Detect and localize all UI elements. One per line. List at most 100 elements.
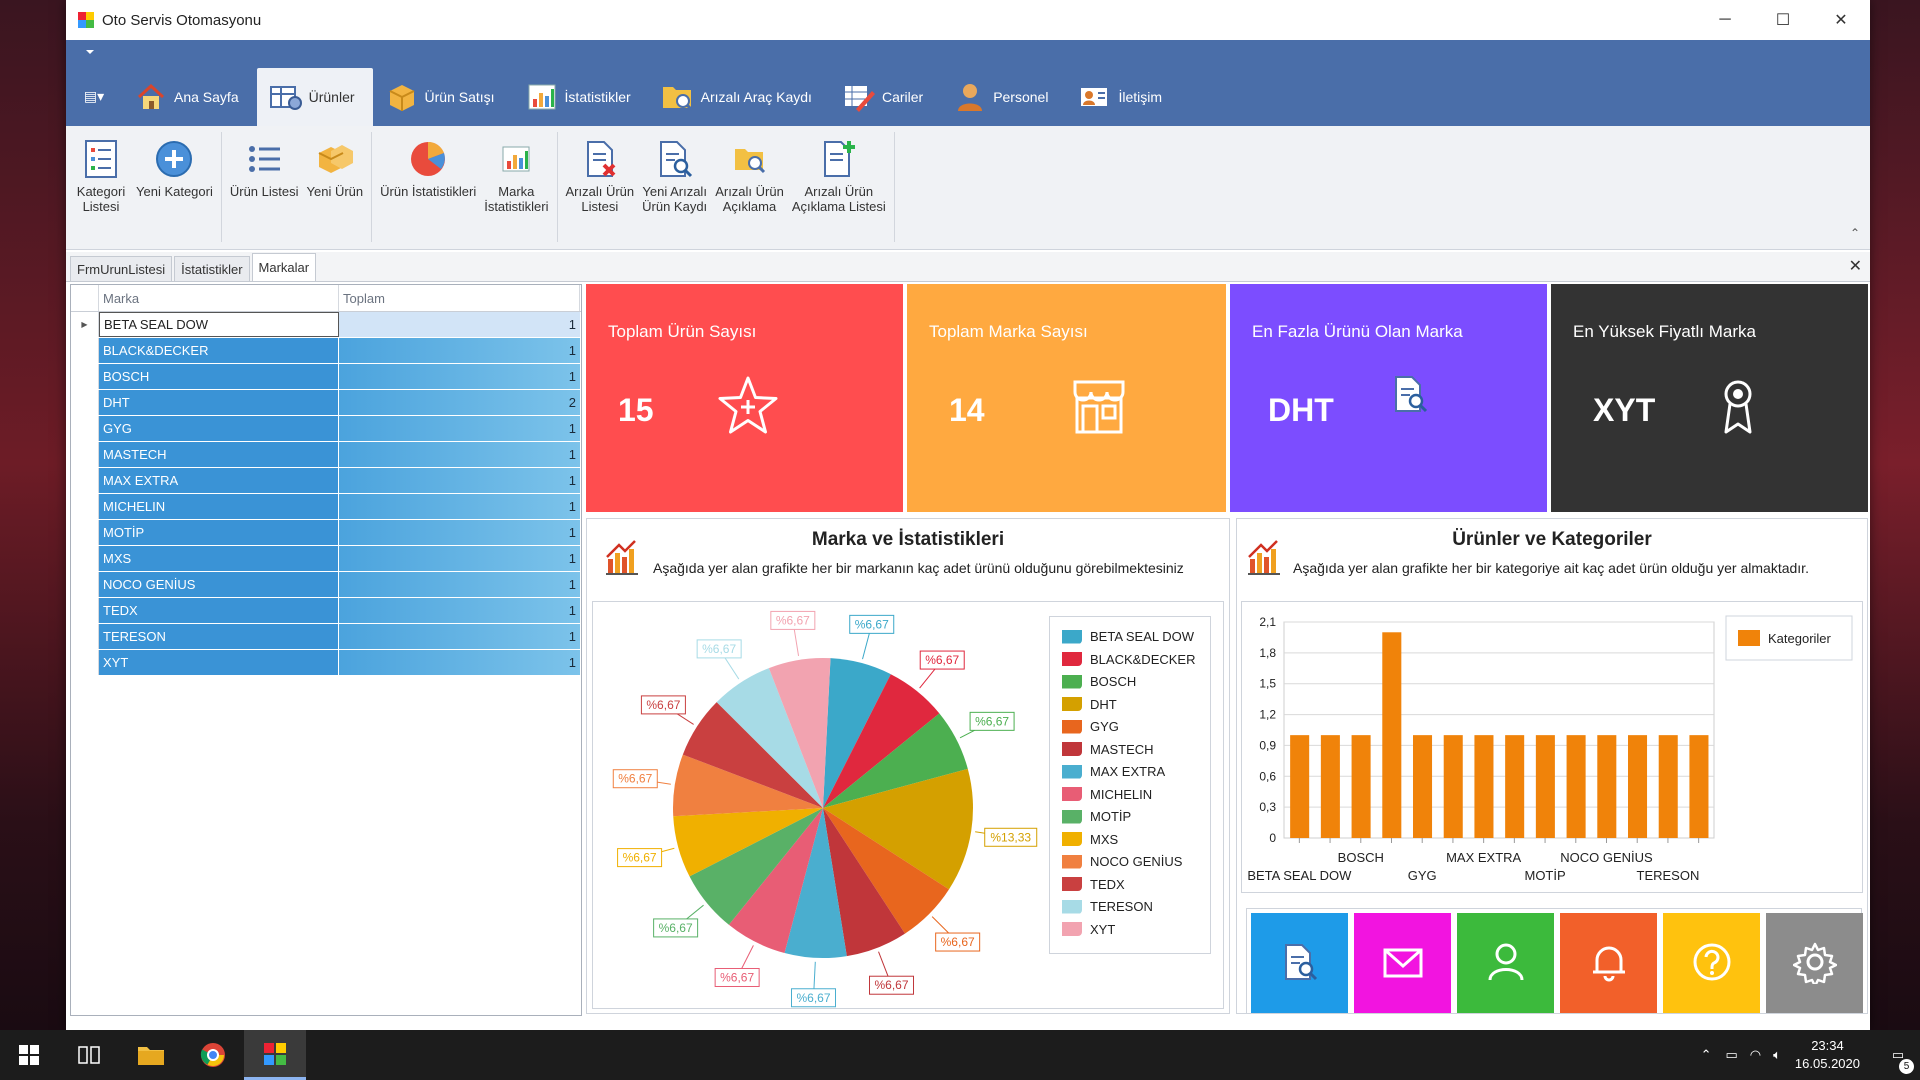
ribbon-button[interactable]: Yeni Ürün bbox=[303, 138, 368, 242]
bar[interactable] bbox=[1505, 735, 1525, 838]
ribbon-button[interactable]: Arızalı Ürün Açıklama bbox=[711, 138, 788, 242]
document-tab[interactable]: FrmUrunListesi bbox=[70, 256, 173, 281]
cell-marka[interactable]: MXS bbox=[99, 546, 339, 571]
close-document-icon[interactable]: ✕ bbox=[1848, 258, 1862, 275]
bar[interactable] bbox=[1413, 735, 1433, 838]
cell-toplam[interactable]: 1 bbox=[339, 624, 580, 649]
tab-6[interactable]: Personel bbox=[941, 68, 1066, 126]
pie-slice[interactable] bbox=[728, 808, 823, 953]
bar[interactable] bbox=[1535, 735, 1555, 838]
pie-slice[interactable] bbox=[768, 658, 831, 808]
bar[interactable] bbox=[1566, 735, 1586, 838]
bar[interactable] bbox=[1320, 735, 1340, 838]
pie-slice[interactable] bbox=[689, 808, 823, 925]
battery-icon[interactable]: ▭ bbox=[1725, 1047, 1738, 1062]
pie-slice[interactable] bbox=[823, 808, 905, 957]
bar[interactable] bbox=[1658, 735, 1678, 838]
tab-7[interactable]: İletişim bbox=[1066, 68, 1180, 126]
cell-toplam[interactable]: 1 bbox=[339, 468, 580, 493]
pie-slice[interactable] bbox=[784, 808, 847, 958]
table-row[interactable]: BLACK&DECKER 1 bbox=[71, 338, 581, 364]
cell-marka[interactable]: MICHELIN bbox=[99, 494, 339, 519]
cell-marka[interactable]: MOTİP bbox=[99, 520, 339, 545]
ribbon-button[interactable]: Arızalı Ürün Açıklama Listesi bbox=[788, 138, 890, 242]
cell-toplam[interactable]: 1 bbox=[339, 364, 580, 389]
table-row[interactable]: MAX EXTRA 1 bbox=[71, 468, 581, 494]
cell-marka[interactable]: MAX EXTRA bbox=[99, 468, 339, 493]
tile-button[interactable] bbox=[1457, 913, 1554, 1013]
table-row[interactable]: NOCO GENİUS 1 bbox=[71, 572, 581, 598]
bar[interactable] bbox=[1689, 735, 1709, 838]
wifi-icon[interactable]: ◠ bbox=[1749, 1047, 1762, 1062]
table-row[interactable]: TERESON 1 bbox=[71, 624, 581, 650]
ribbon-button[interactable]: Ürün İstatistikleri bbox=[376, 138, 480, 242]
tile-button[interactable] bbox=[1560, 913, 1657, 1013]
chevron-up-icon[interactable]: ⌃ bbox=[1700, 1047, 1712, 1062]
cell-marka[interactable]: XYT bbox=[99, 650, 339, 675]
pie-slice[interactable] bbox=[682, 702, 823, 808]
ribbon-button[interactable]: Yeni Arızalı Ürün Kaydı bbox=[638, 138, 711, 242]
tab-0[interactable]: Ana Sayfa bbox=[122, 68, 257, 126]
table-row[interactable]: MXS 1 bbox=[71, 546, 581, 572]
notification-button[interactable]: ▭ 5 bbox=[1876, 1030, 1920, 1080]
tile-button[interactable] bbox=[1766, 913, 1863, 1013]
cell-toplam[interactable]: 1 bbox=[339, 338, 580, 363]
cell-marka[interactable]: GYG bbox=[99, 416, 339, 441]
pie-slice[interactable] bbox=[823, 674, 940, 808]
chrome-button[interactable] bbox=[182, 1030, 244, 1080]
ribbon-button[interactable]: Arızalı Ürün Listesi bbox=[562, 138, 639, 242]
table-row[interactable]: DHT 2 bbox=[71, 390, 581, 416]
bar[interactable] bbox=[1290, 735, 1310, 838]
ribbon-button[interactable]: Yeni Kategori bbox=[132, 138, 217, 242]
tile-button[interactable] bbox=[1251, 913, 1348, 1013]
bar[interactable] bbox=[1597, 735, 1617, 838]
cell-toplam[interactable]: 1 bbox=[339, 494, 580, 519]
document-tab[interactable]: İstatistikler bbox=[174, 256, 250, 281]
pie-slice[interactable] bbox=[673, 808, 823, 877]
cell-toplam[interactable]: 1 bbox=[339, 312, 580, 337]
cell-marka[interactable]: MASTECH bbox=[99, 442, 339, 467]
pie-slice[interactable] bbox=[823, 808, 949, 934]
clock[interactable]: 23:34 16.05.2020 bbox=[1794, 1038, 1860, 1071]
pie-slice[interactable] bbox=[823, 658, 891, 808]
tab-5[interactable]: Cariler bbox=[830, 68, 941, 126]
ribbon-button[interactable]: Marka İstatistikleri bbox=[480, 138, 552, 242]
quick-access-dropdown-icon[interactable] bbox=[86, 50, 94, 54]
tab-1[interactable]: Ürünler bbox=[256, 68, 373, 126]
app-menu-icon[interactable]: ▤▾ bbox=[83, 87, 105, 104]
table-row[interactable]: MICHELIN 1 bbox=[71, 494, 581, 520]
bar[interactable] bbox=[1474, 735, 1494, 838]
cell-toplam[interactable]: 1 bbox=[339, 598, 580, 623]
cell-marka[interactable]: TEDX bbox=[99, 598, 339, 623]
collapse-ribbon-icon[interactable]: ⌃ bbox=[1849, 226, 1860, 240]
tile-button[interactable] bbox=[1663, 913, 1760, 1013]
volume-icon[interactable]: 🔈︎ bbox=[1773, 1047, 1781, 1062]
cell-marka[interactable]: TERESON bbox=[99, 624, 339, 649]
ribbon-button[interactable]: Ürün Listesi bbox=[226, 138, 303, 242]
ribbon-button[interactable]: Kategori Listesi bbox=[70, 138, 132, 242]
bar[interactable] bbox=[1628, 735, 1648, 838]
cell-marka[interactable]: BOSCH bbox=[99, 364, 339, 389]
close-button[interactable]: ✕ bbox=[1834, 12, 1848, 29]
minimize-button[interactable]: ─ bbox=[1719, 11, 1731, 28]
tab-3[interactable]: İstatistikler bbox=[513, 68, 649, 126]
cell-toplam[interactable]: 1 bbox=[339, 572, 580, 597]
column-header-toplam[interactable]: Toplam bbox=[339, 285, 580, 311]
table-row[interactable]: GYG 1 bbox=[71, 416, 581, 442]
app-taskbar-button[interactable] bbox=[244, 1030, 306, 1080]
cell-toplam[interactable]: 1 bbox=[339, 650, 580, 675]
tab-2[interactable]: Ürün Satışı bbox=[373, 68, 513, 126]
task-view-button[interactable] bbox=[58, 1030, 120, 1080]
file-explorer-button[interactable] bbox=[120, 1030, 182, 1080]
cell-toplam[interactable]: 1 bbox=[339, 416, 580, 441]
document-tab[interactable]: Markalar bbox=[251, 253, 317, 281]
cell-marka[interactable]: BLACK&DECKER bbox=[99, 338, 339, 363]
cell-toplam[interactable]: 1 bbox=[339, 520, 580, 545]
cell-marka[interactable]: BETA SEAL DOW bbox=[99, 312, 339, 337]
cell-toplam[interactable]: 1 bbox=[339, 546, 580, 571]
table-row[interactable]: MASTECH 1 bbox=[71, 442, 581, 468]
table-row[interactable]: ▶ BETA SEAL DOW 1 bbox=[71, 312, 581, 338]
column-header-marka[interactable]: Marka bbox=[99, 285, 339, 311]
table-row[interactable]: XYT 1 bbox=[71, 650, 581, 676]
pie-slice[interactable] bbox=[716, 668, 823, 808]
